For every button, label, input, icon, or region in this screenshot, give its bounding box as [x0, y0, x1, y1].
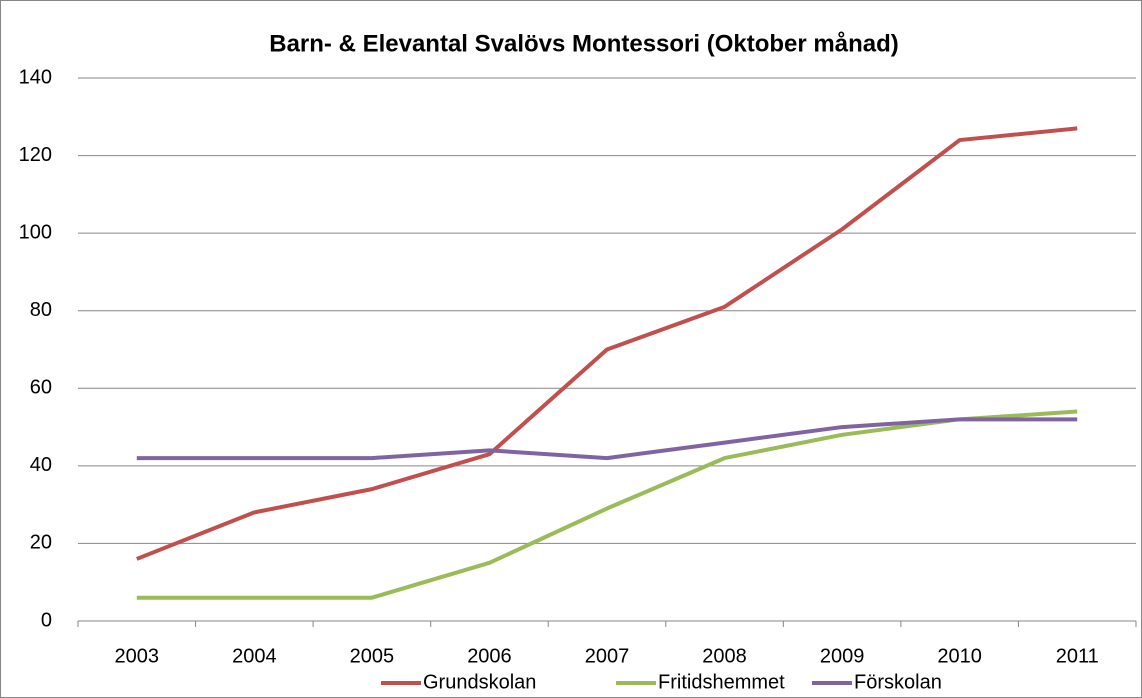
x-tick-label: 2008 — [702, 645, 747, 667]
y-tick-label: 60 — [30, 377, 52, 399]
x-tick-label: 2010 — [937, 645, 982, 667]
x-tick-label: 2004 — [232, 645, 277, 667]
y-tick-label: 100 — [19, 221, 52, 243]
legend-label: Fritidshemmet — [658, 671, 785, 693]
series-line — [136, 126, 1078, 561]
x-tick-label: 2006 — [467, 645, 512, 667]
legend-label: Grundskolan — [423, 671, 536, 693]
x-tick-label: 2005 — [350, 645, 395, 667]
y-tick-label: 20 — [30, 532, 52, 554]
x-tick-label: 2007 — [585, 645, 630, 667]
y-tick-label: 0 — [41, 609, 52, 631]
chart-title: Barn- & Elevantal Svalövs Montessori (Ok… — [269, 30, 899, 57]
x-tick-label: 2011 — [1056, 645, 1099, 667]
legend-label: Förskolan — [854, 671, 942, 693]
y-tick-label: 40 — [30, 454, 52, 476]
y-tick-label: 140 — [19, 66, 52, 88]
x-tick-label: 2009 — [820, 645, 865, 667]
x-tick-label: 2003 — [115, 645, 160, 667]
series-line — [136, 409, 1078, 600]
y-tick-label: 80 — [30, 299, 52, 321]
y-tick-label: 120 — [19, 144, 52, 166]
series-line — [136, 417, 1078, 461]
